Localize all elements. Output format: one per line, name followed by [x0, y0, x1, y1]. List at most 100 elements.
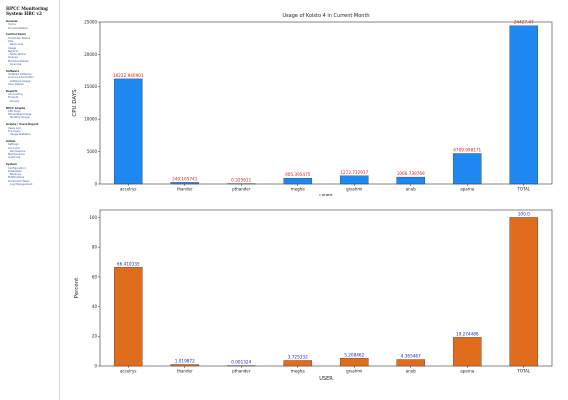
nav-link[interactable]: Settings [8, 143, 19, 147]
nav-link[interactable]: Maintenance [8, 153, 25, 157]
x-tick-label: aparna [460, 369, 475, 374]
nav-link[interactable]: Home [8, 23, 16, 27]
y-tick-label: 0 [94, 363, 97, 368]
y-tick-label: 20 [92, 334, 98, 339]
nav-link[interactable]: Top Users [8, 129, 21, 133]
data-label: 249.165741 [172, 176, 198, 181]
nav-link[interactable]: CPU Days [8, 109, 21, 113]
nav-link[interactable]: Reports [8, 49, 18, 53]
bar [452, 337, 482, 367]
nav-section-heading: Control Panel [6, 33, 26, 37]
nav-link[interactable]: Node Status [10, 53, 26, 57]
sidebar-divider [59, 0, 60, 400]
nav-link[interactable]: Users List [8, 126, 21, 130]
x-tick-label: accelrys [120, 369, 137, 374]
nav-link[interactable]: Groups [10, 99, 20, 103]
data-label: 16222.940901 [113, 73, 144, 78]
bar [170, 182, 200, 185]
y-axis-label: CPU DAYS [72, 89, 78, 117]
data-label: 0.001324 [231, 360, 251, 365]
nav-link[interactable]: Percentage Usage [8, 113, 32, 117]
nav-link[interactable]: Databases [8, 169, 22, 173]
y-tick-label: 80 [92, 245, 98, 250]
data-label: 24427.47 [514, 20, 534, 25]
data-label: 0.325611 [231, 178, 251, 183]
nav-section: Software Installed Software Licence Inform… [6, 70, 56, 86]
nav-link[interactable]: Configuration [8, 166, 26, 170]
y-tick-label: 100 [89, 215, 97, 220]
data-label: 1.019872 [175, 358, 195, 363]
nav-link[interactable]: Scheduled Tasks [8, 179, 30, 183]
nav-link[interactable]: Audit Log [8, 156, 21, 160]
y-tick-label: 15000 [84, 84, 97, 89]
nav-link[interactable]: Resources [10, 43, 24, 47]
x-tick-label: TOTAL [516, 187, 530, 192]
y-tick-label: 60 [92, 274, 98, 279]
data-label: 3.725332 [288, 354, 308, 359]
percent-chart: 0 20 40 60 80 100 accelrys 66.410335 thander 1.01… [74, 209, 553, 382]
nav-section: Admin Settings Accounts Permissions Maintena… [6, 140, 56, 160]
bar [452, 153, 482, 185]
bar [170, 364, 200, 367]
bar [509, 25, 539, 185]
bar [509, 217, 539, 367]
data-label: 19.274486 [456, 331, 479, 336]
bar [283, 360, 313, 367]
nav-section: Control Panel Scheduler Status Jobs Resourc… [6, 33, 56, 66]
nav-link[interactable]: Notifications [8, 176, 25, 180]
nav-link[interactable]: Permissions [10, 149, 26, 153]
x-tick-label: pthander [232, 369, 251, 374]
nav-link[interactable]: Backups [10, 173, 21, 177]
nav-link[interactable]: Accounting [8, 93, 23, 97]
x-tick-label: anub [406, 187, 417, 192]
nav-section-heading: System [6, 163, 17, 167]
bar [339, 175, 369, 185]
x-tick-label: grashmi [346, 187, 362, 192]
nav-section-heading: Graphs / Users Report [6, 123, 39, 127]
y-tick-label: 25000 [84, 19, 97, 24]
bar [396, 359, 426, 367]
nav-section: HPCC Graphs CPU Days Percentage Usage Month… [6, 107, 56, 120]
nav-link[interactable]: Licences [10, 63, 22, 67]
nav-link[interactable]: User Details [8, 83, 24, 87]
nav-link[interactable]: Projects [8, 96, 19, 100]
y-axis-label: Percent [74, 277, 80, 299]
bar [283, 177, 313, 185]
nav-section-heading: HPCC Graphs [6, 106, 26, 110]
nav-link[interactable]: Machine Details [8, 59, 29, 63]
nav-link[interactable]: Accounts [8, 146, 20, 150]
x-tick-label: grashmi [346, 369, 362, 374]
data-label: 100.0 [518, 211, 530, 216]
data-label: 66.410335 [117, 261, 140, 266]
x-tick-label: thander [177, 369, 193, 374]
nav-link[interactable]: Licence Information [8, 76, 34, 80]
nav-link[interactable]: Scheduler Status [8, 36, 31, 40]
nav-section: System Configuration Databases Backups Notif… [6, 163, 56, 186]
x-tick-label: aparna [460, 187, 475, 192]
nav-link[interactable]: Documentation [8, 26, 28, 30]
x-tick-label: accelrys [120, 187, 137, 192]
nav-link[interactable]: Installed Software [8, 73, 32, 77]
data-label: 4.365467 [401, 354, 421, 359]
x-tick-label: thander [177, 187, 193, 192]
nav-section: Graphs / Users Report Users List Top Users… [6, 123, 56, 136]
plot-frame [99, 21, 553, 185]
nav-link[interactable]: Monthly Usage [10, 116, 30, 120]
nav-link[interactable]: Usage Statistics [10, 133, 31, 137]
bar [113, 267, 143, 367]
nav-section-heading: Software [6, 69, 20, 73]
nav-link[interactable]: Log Management [10, 183, 33, 187]
x-axis-label: USER [319, 194, 333, 196]
sidebar: HPCC Monitoring System HRC v2 General Hom… [0, 0, 57, 400]
data-label: 5.208462 [344, 352, 364, 357]
y-tick-label: 10000 [84, 117, 97, 122]
data-label: 1272.732917 [340, 170, 368, 175]
nav-link[interactable]: Jobs [8, 39, 14, 43]
nav-link[interactable]: Software Usage [10, 79, 31, 83]
x-tick-label: TOTAL [516, 369, 530, 374]
app-title: HPCC Monitoring System HRC v2 [6, 6, 48, 16]
nav-link[interactable]: Usage [8, 46, 17, 50]
nav-link[interactable]: Queues [8, 56, 18, 60]
nav-section-heading: General [6, 20, 18, 23]
